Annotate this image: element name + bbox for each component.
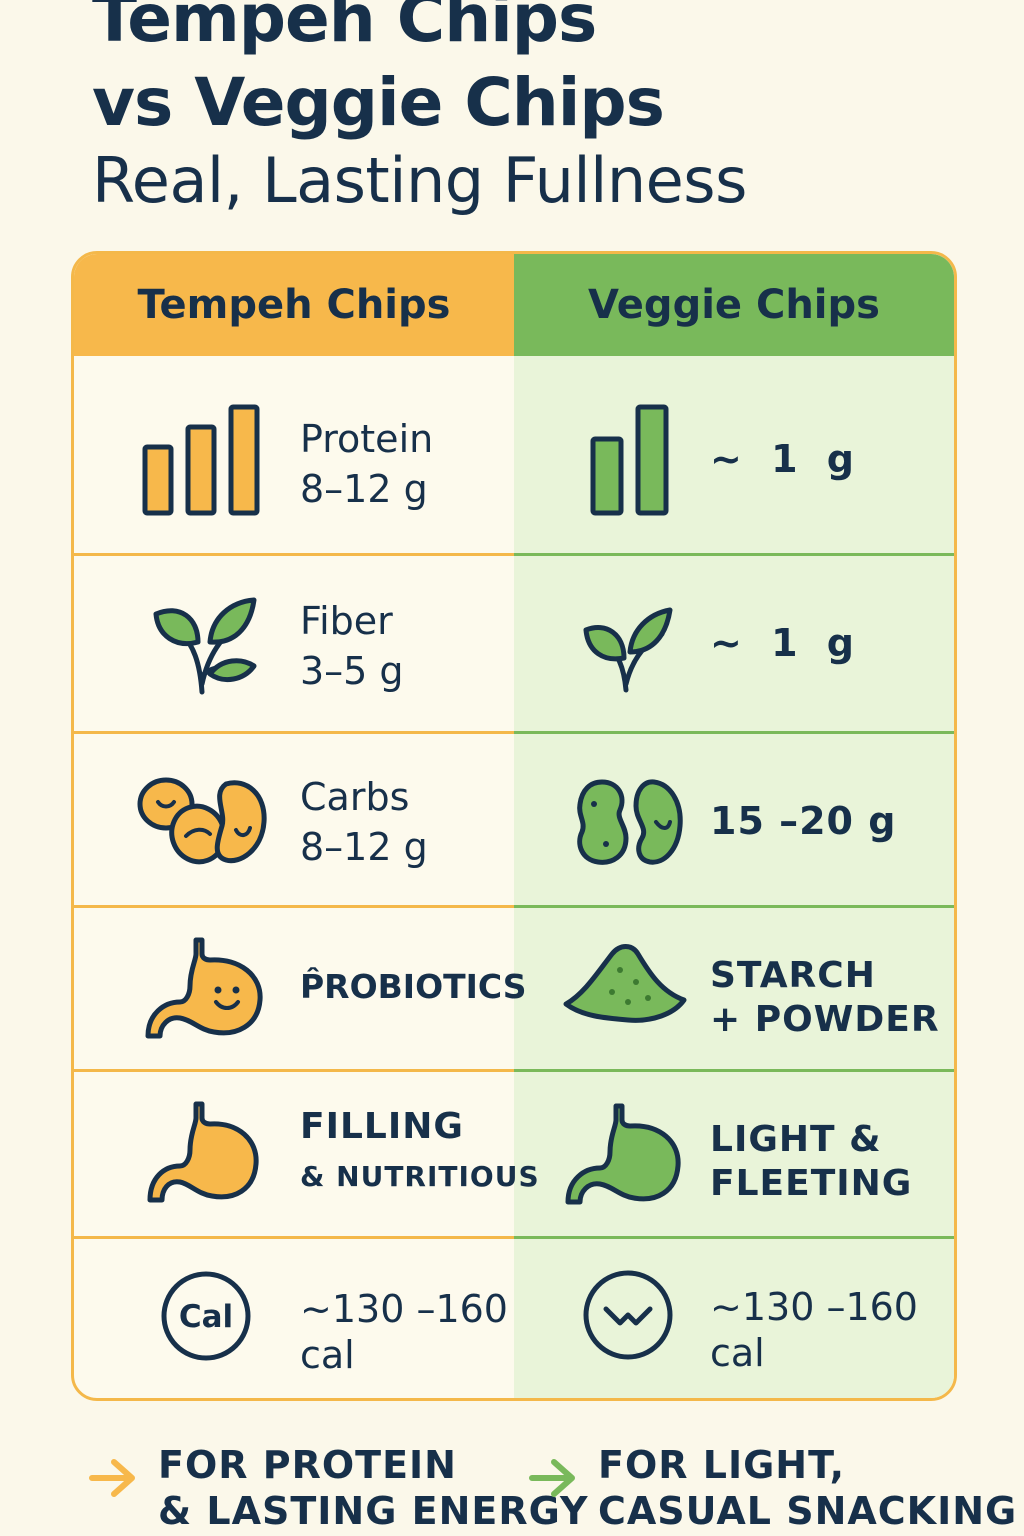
cal-badge-icon: Cal xyxy=(161,1271,251,1361)
beans-icon xyxy=(137,777,267,865)
stomach-icon xyxy=(565,1103,681,1205)
row-divider xyxy=(74,731,954,734)
fiber-value: 3–5 g xyxy=(300,649,404,693)
nutritious-label: & NUTRITIOUS xyxy=(300,1160,540,1193)
comparison-table: Tempeh Chips Veggie Chips Protein 8–12 g… xyxy=(71,251,957,1401)
bar-chart-icon xyxy=(590,404,669,516)
bar-chart-icon xyxy=(142,404,260,516)
veggie-protein-value: ~ 1 g xyxy=(710,437,855,481)
title-line-2: vs Veggie Chips xyxy=(92,64,665,141)
row-divider xyxy=(74,553,954,556)
smiling-stomach-icon xyxy=(145,937,263,1039)
arrow-right-icon xyxy=(89,1459,135,1497)
probiotics-label: P̂ROBIOTICS xyxy=(300,967,527,1006)
powder-label: + POWDER xyxy=(710,999,940,1040)
leaf-sprout-icon xyxy=(583,607,673,693)
title-line-1: Tempeh Chips xyxy=(92,0,597,57)
veggie-calories-unit: cal xyxy=(710,1331,765,1375)
filling-label: FILLING xyxy=(300,1106,464,1147)
starch-label: STARCH xyxy=(710,955,876,996)
carbs-label: Carbs xyxy=(300,775,410,819)
cal-badge-text: Cal xyxy=(179,1299,233,1335)
protein-label: Protein xyxy=(300,417,434,461)
footer-right-line2: CASUAL SNACKING xyxy=(598,1489,1018,1533)
row-divider xyxy=(74,1236,954,1239)
leaf-sprout-icon xyxy=(153,597,257,695)
header-tempeh: Tempeh Chips xyxy=(74,254,514,356)
veggie-carbs-value: 15 –20 g xyxy=(710,799,897,843)
veggie-column-edge xyxy=(954,254,957,1401)
header-veggie: Veggie Chips xyxy=(514,254,954,356)
row-divider xyxy=(74,1069,954,1072)
veggie-fiber-value: ~ 1 g xyxy=(710,621,855,665)
protein-value: 8–12 g xyxy=(300,467,428,511)
stomach-icon xyxy=(147,1101,259,1203)
fiber-label: Fiber xyxy=(300,599,393,643)
tempeh-calories-unit: cal xyxy=(300,1333,355,1377)
light-label: LIGHT & xyxy=(710,1119,882,1160)
footer-right-line1: FOR LIGHT, xyxy=(598,1443,846,1487)
subtitle: Real, Lasting Fullness xyxy=(92,144,747,217)
footer-left-line2: & LASTING ENERGY xyxy=(158,1489,589,1533)
beans-icon xyxy=(577,779,683,865)
row-divider xyxy=(74,905,954,908)
arrow-right-icon xyxy=(529,1459,575,1497)
carbs-value: 8–12 g xyxy=(300,825,428,869)
powder-pile-icon xyxy=(563,944,687,1023)
footer-left-line1: FOR PROTEIN xyxy=(158,1443,457,1487)
fleeting-label: FLEETING xyxy=(710,1163,913,1204)
zigzag-circle-icon xyxy=(583,1270,673,1360)
veggie-calories-value: ~130 –160 xyxy=(710,1285,918,1329)
tempeh-calories-value: ~130 –160 xyxy=(300,1287,508,1331)
